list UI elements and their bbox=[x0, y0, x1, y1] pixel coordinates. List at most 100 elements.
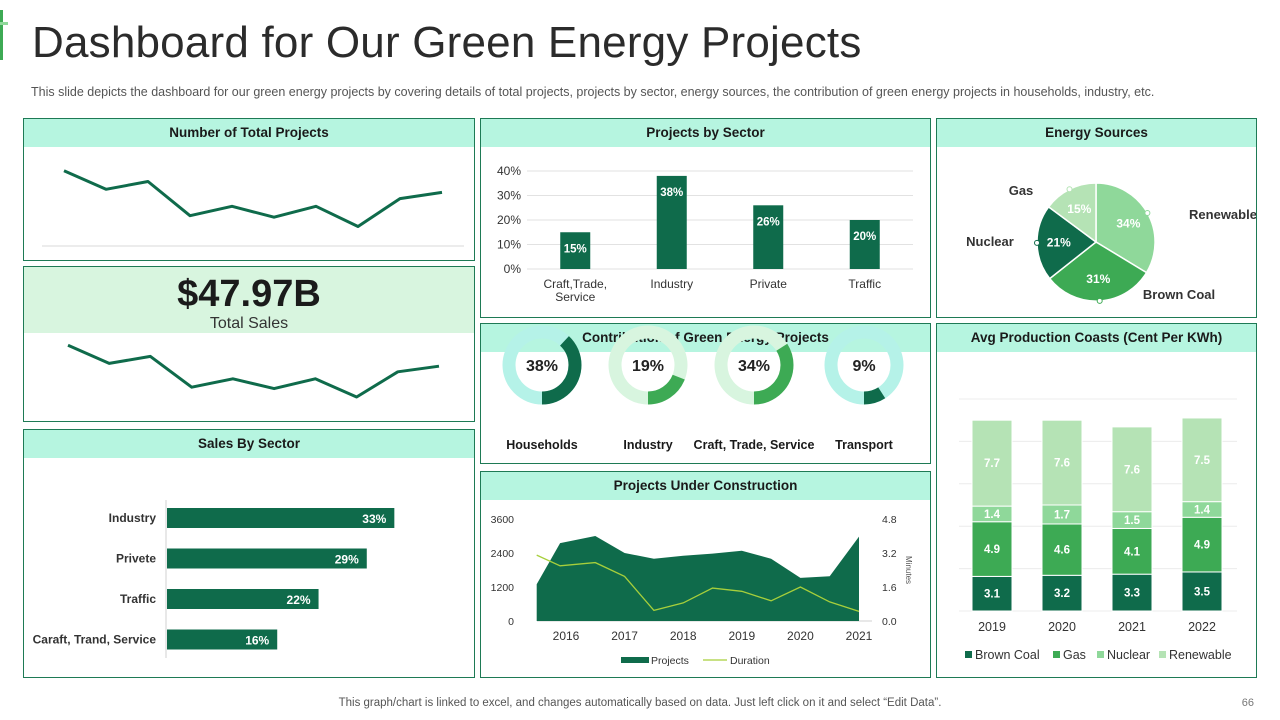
y-left-tick-label: 1200 bbox=[491, 582, 515, 594]
legend-label: Gas bbox=[1063, 648, 1086, 662]
x-tick-label: 2017 bbox=[611, 629, 638, 643]
donut-gauge: 9% bbox=[824, 325, 904, 405]
category-label: Caraft, Trand, Service bbox=[33, 633, 157, 647]
accent-tick bbox=[0, 22, 8, 25]
kpi-band bbox=[24, 267, 474, 333]
segment-label: 1.4 bbox=[1194, 504, 1211, 516]
kpi-label: Total Sales bbox=[209, 315, 289, 332]
segment-label: 4.1 bbox=[1124, 546, 1141, 558]
segment-label: 7.6 bbox=[1124, 464, 1140, 476]
bar bbox=[167, 548, 367, 569]
stack-segment bbox=[971, 575, 1013, 612]
slice-category-label: Gas bbox=[1009, 183, 1034, 198]
y-left-tick-label: 0 bbox=[508, 616, 514, 628]
x-tick-label: Craft,Trade, bbox=[543, 277, 607, 291]
x-tick-label: 2019 bbox=[728, 629, 755, 643]
kpi-sparkline-chart bbox=[67, 343, 440, 399]
stack-segment bbox=[1041, 574, 1083, 612]
construction-panel: Projects Under Construction 0 1200 2400 360… bbox=[480, 471, 931, 678]
x-tick-label: 2021 bbox=[846, 629, 873, 643]
total-projects-title: Number of Total Projects bbox=[24, 119, 474, 147]
x-tick-label: 2019 bbox=[978, 620, 1006, 634]
legend-label: Nuclear bbox=[1107, 648, 1150, 662]
kpi-panel: $47.97B Total Sales bbox=[23, 266, 475, 422]
sales-by-sector-panel: Sales By Sector 33% Industry 29% Privete 22%… bbox=[23, 429, 475, 678]
y-tick-label: 40% bbox=[497, 164, 521, 178]
bar bbox=[849, 220, 880, 269]
data-label: 26% bbox=[757, 216, 780, 228]
segment-label: 3.5 bbox=[1194, 586, 1211, 598]
avg-costs-panel: Avg Production Coasts (Cent Per KWh) 3.1… bbox=[936, 323, 1257, 678]
y-tick-label: 20% bbox=[497, 213, 521, 227]
data-label: 16% bbox=[245, 634, 269, 648]
sales-by-sector-title: Sales By Sector bbox=[24, 430, 474, 458]
energy-sources-title: Energy Sources bbox=[937, 119, 1256, 147]
slice-value-label: 34% bbox=[1116, 217, 1140, 231]
series-line bbox=[67, 343, 440, 399]
duration-line bbox=[536, 554, 860, 613]
stack-segment bbox=[1111, 527, 1153, 575]
stack-segment bbox=[1111, 426, 1153, 513]
stack-segment bbox=[1111, 573, 1153, 612]
bar bbox=[167, 589, 319, 609]
y-right-tick-label: 1.6 bbox=[882, 582, 897, 594]
slice-value-label: 21% bbox=[1047, 236, 1071, 250]
slice-value-label: 15% bbox=[1067, 202, 1091, 216]
projects-by-sector-panel: Projects by Sector 0% 10% 20% 30% 40% 15% Craf… bbox=[480, 118, 931, 318]
slice-category-label: Nuclear bbox=[966, 234, 1014, 249]
bar bbox=[167, 508, 395, 528]
stack-segment bbox=[1041, 523, 1083, 576]
donut-arc bbox=[608, 325, 688, 405]
slice-marker bbox=[1066, 186, 1073, 193]
donut-value-label: 34% bbox=[738, 358, 770, 375]
bar bbox=[167, 629, 278, 650]
slice-marker bbox=[1144, 210, 1151, 216]
slice-marker bbox=[1096, 297, 1103, 304]
data-label: 22% bbox=[287, 593, 311, 607]
series-line bbox=[63, 169, 443, 228]
total-projects-panel: Number of Total Projects bbox=[23, 118, 475, 261]
total-projects-chart bbox=[42, 169, 464, 247]
y-right-tick-label: 0.0 bbox=[882, 616, 897, 628]
data-label: 38% bbox=[660, 187, 683, 199]
segment-label: 4.9 bbox=[984, 544, 1000, 556]
legend-label: Brown Coal bbox=[975, 648, 1040, 662]
kpi-value: $47.97B bbox=[177, 273, 321, 315]
donut-value-label: 19% bbox=[632, 358, 664, 375]
donut-category-label: Households bbox=[506, 438, 578, 452]
segment-label: 7.6 bbox=[1054, 458, 1070, 470]
x-tick-label: Service bbox=[555, 290, 595, 304]
slice-value-label: 31% bbox=[1086, 272, 1110, 286]
segment-label: 3.2 bbox=[1054, 588, 1070, 600]
energy-sources-chart: 34% Renewable 31% Brown Coal 21% Nuclear 15% Ga… bbox=[966, 182, 1256, 304]
segment-label: 1.5 bbox=[1124, 515, 1141, 527]
legend-swatch bbox=[1159, 651, 1166, 658]
donut-category-label: Craft, Trade, Service bbox=[693, 438, 815, 452]
slice-marker bbox=[1034, 239, 1040, 246]
donut-arc bbox=[502, 325, 582, 405]
category-label: Traffic bbox=[120, 592, 156, 606]
stack-segment bbox=[1181, 571, 1223, 612]
legend-swatch bbox=[1097, 651, 1104, 658]
data-label: 20% bbox=[853, 231, 876, 243]
page-title: Dashboard for Our Green Energy Projects bbox=[32, 18, 862, 67]
energy-sources-panel: Energy Sources 34% Renewable 31% Brown Coal… bbox=[936, 118, 1257, 318]
y-tick-label: 10% bbox=[497, 238, 521, 252]
donut-category-label: Industry bbox=[623, 438, 673, 452]
segment-label: 7.5 bbox=[1194, 455, 1211, 467]
segment-label: 7.7 bbox=[984, 458, 1000, 470]
donut-arc bbox=[714, 325, 794, 405]
x-tick-label: 2016 bbox=[553, 629, 580, 643]
segment-label: 1.4 bbox=[984, 509, 1001, 521]
y-right-tick-label: 3.2 bbox=[882, 548, 897, 560]
x-tick-label: Traffic bbox=[848, 277, 881, 291]
construction-chart: 0 1200 2400 3600 0.0 1.6 3.2 4.8 Minutes 2016 2017… bbox=[491, 514, 913, 667]
data-label: 15% bbox=[564, 243, 587, 255]
segment-label: 4.6 bbox=[1054, 545, 1070, 557]
donut-value-label: 38% bbox=[526, 358, 558, 375]
page-number: 66 bbox=[1241, 697, 1254, 709]
bar bbox=[753, 205, 784, 269]
y-left-tick-label: 3600 bbox=[491, 514, 515, 526]
projects-by-sector-chart: 0% 10% 20% 30% 40% 15% Craft,Trade,Service 38% I… bbox=[497, 164, 913, 304]
donut-arc bbox=[824, 325, 904, 405]
